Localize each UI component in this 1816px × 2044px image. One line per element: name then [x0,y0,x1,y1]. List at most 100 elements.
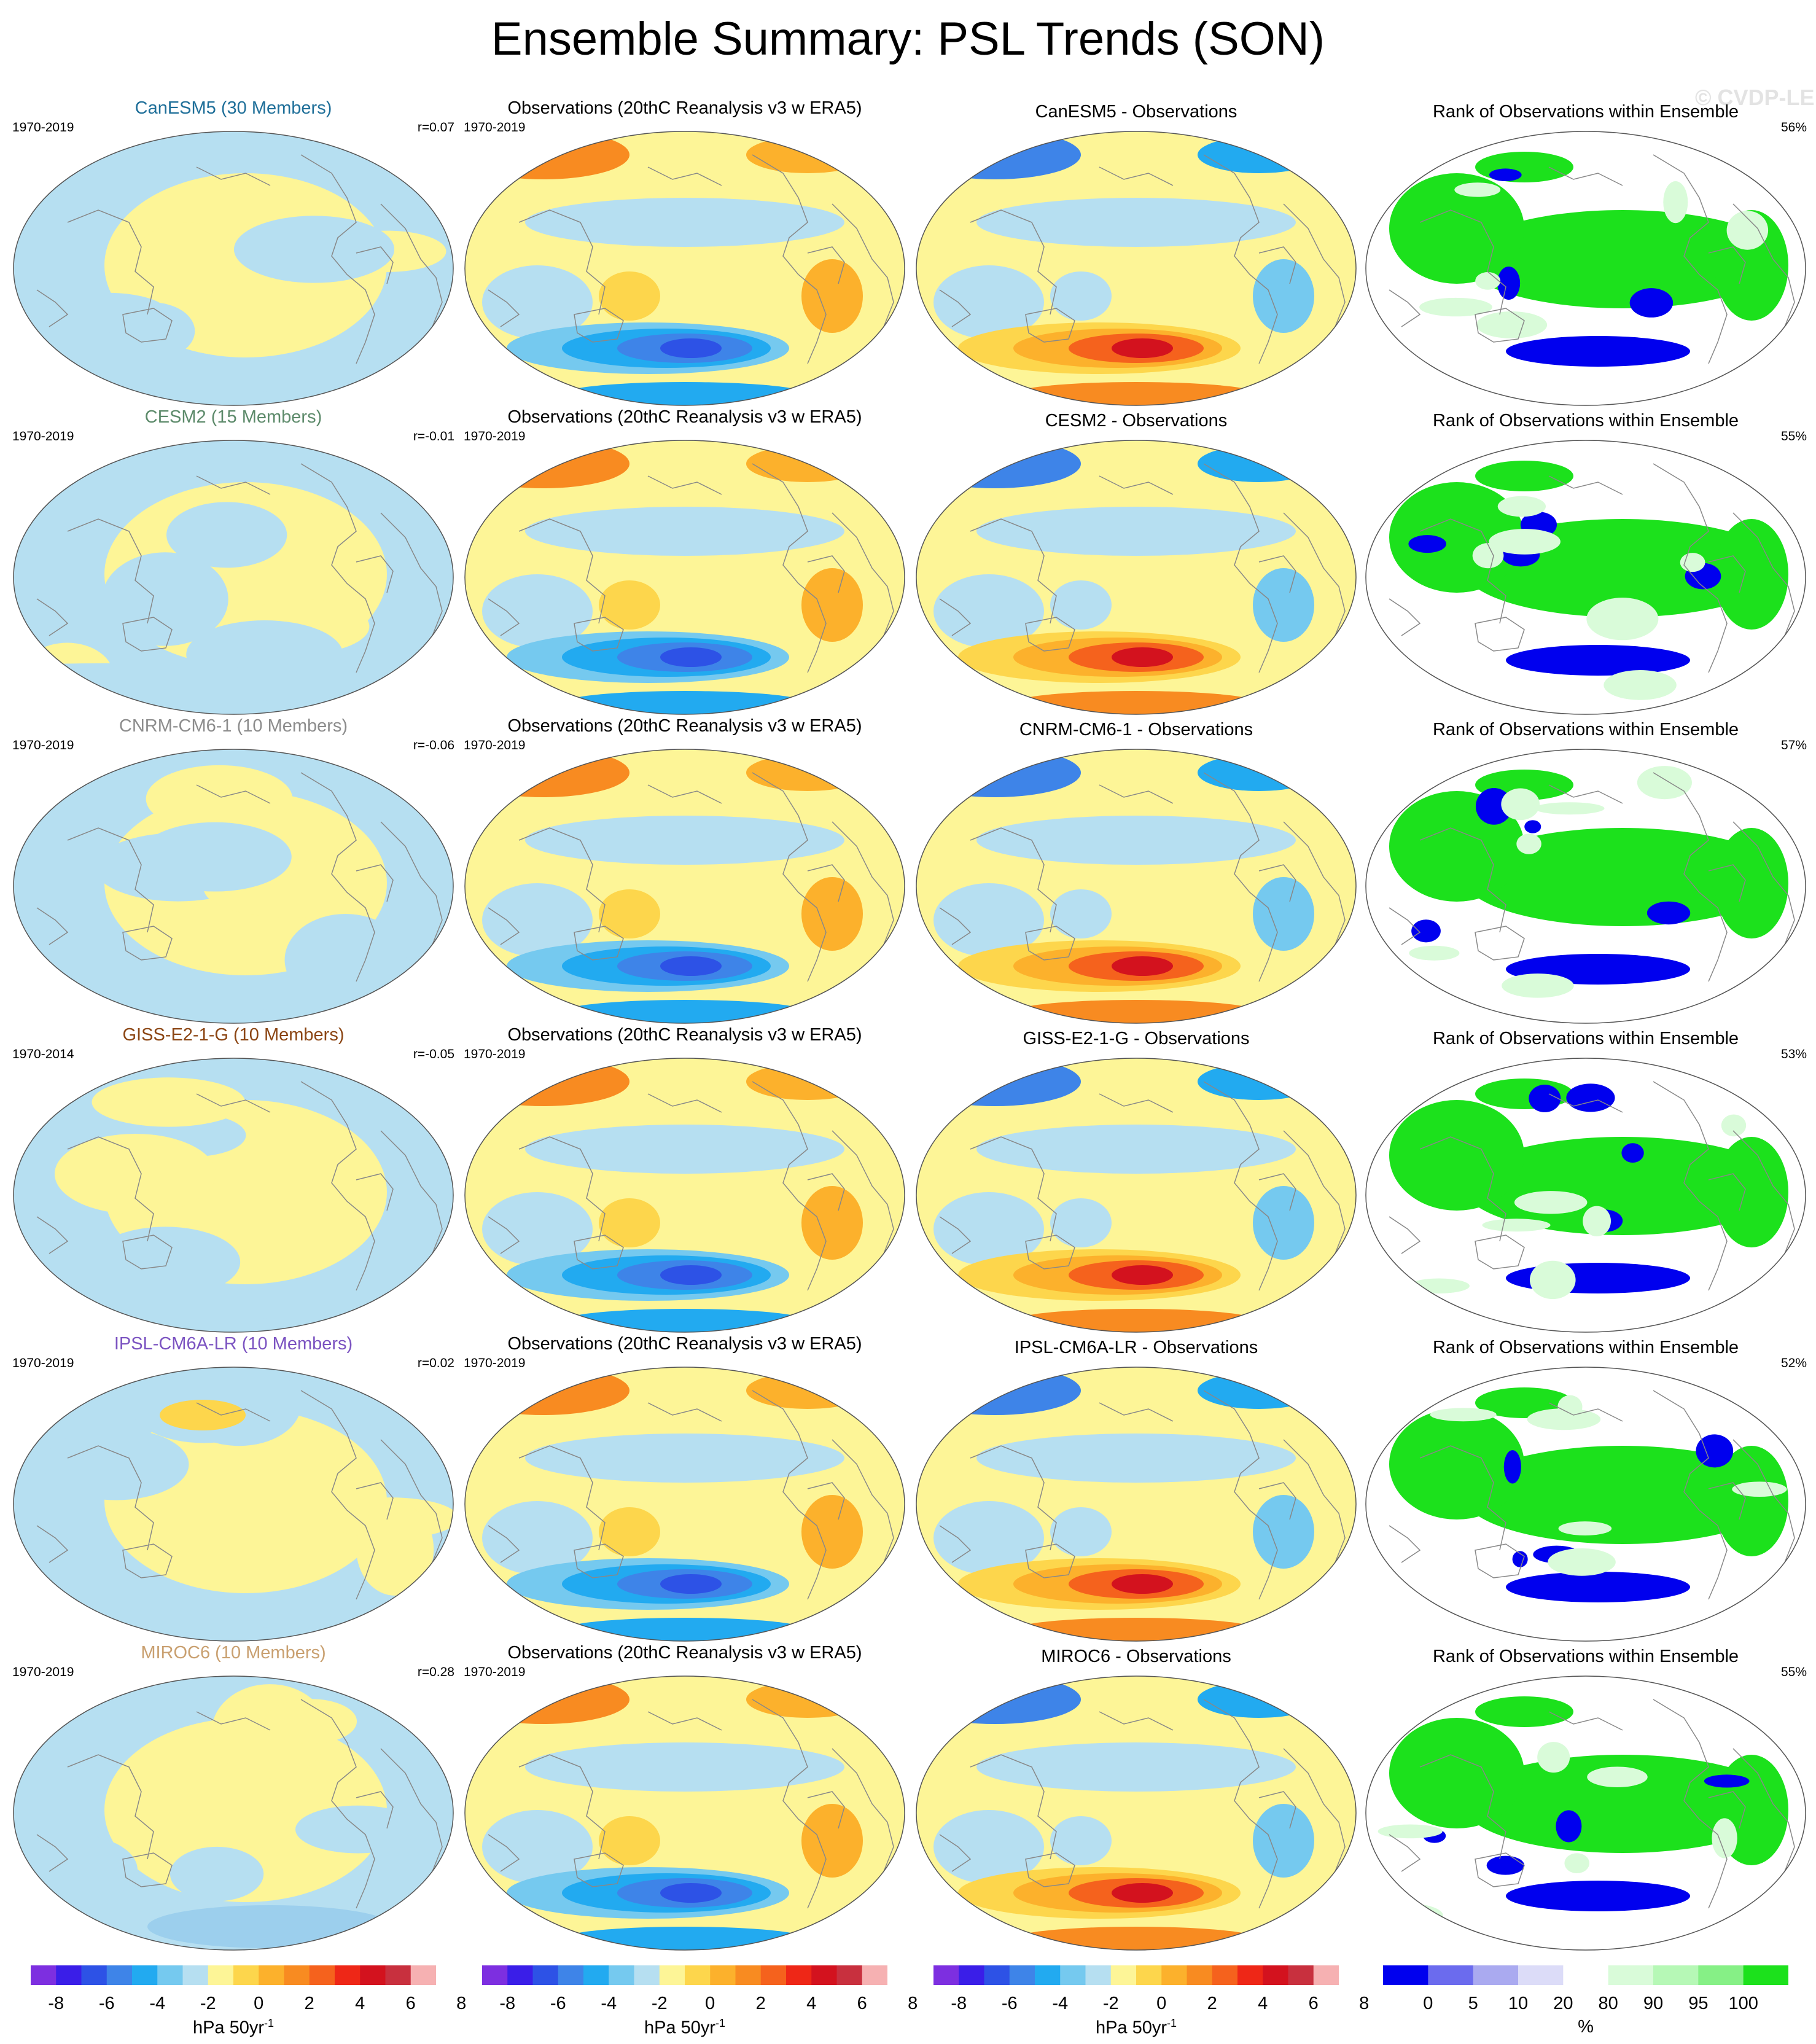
rank-map [1365,1367,1806,1642]
watermark: © CVDP-LE [1695,85,1815,110]
coastline [939,289,972,327]
coastline [380,1439,443,1569]
panel-title: GISS-E2-1-G (10 Members) [122,1025,345,1045]
panel-title: CanESM5 - Observations [1035,102,1237,122]
coastline [1203,154,1278,364]
map-border [1365,749,1806,1024]
coastline [1732,1439,1795,1569]
coastline [647,166,722,186]
rank-map [1365,749,1806,1024]
coastline [970,518,1057,624]
rank-region [1408,1278,1470,1293]
coastline [356,1173,394,1211]
coastline [518,209,606,315]
low-rank-region [1575,338,1611,354]
coastline [807,864,845,902]
trend-region [599,1816,660,1865]
low-rank-region [1503,1450,1521,1484]
panel-obs: Observations (20thC Reanalysis v3 w ERA5… [464,407,906,720]
colorbar-swatch [1608,1965,1654,1985]
trend-region [1050,1507,1112,1556]
coastline [939,1834,972,1872]
panel-model: GISS-E2-1-G (10 Members) 1970-2014 r=-0.05 [12,1025,454,1338]
low-rank-region [1489,168,1522,181]
negative-trend-region [14,354,338,397]
colorbar-tick: 2 [1207,1994,1217,2013]
map-border [1365,1367,1806,1642]
map-container [12,748,454,1028]
rank-region [1534,802,1605,815]
high-rank-region [1715,1137,1788,1247]
map-container [12,1057,454,1336]
negative-trend-region [976,1434,1296,1483]
colorbar-swatch [634,1965,660,1985]
map-container [1365,1675,1807,1954]
coastline [196,784,271,804]
arctic-trend [916,131,1081,179]
diff-map [916,1367,1357,1642]
high-rank-region [1715,828,1788,938]
colorbar-swatch [233,1965,259,1985]
negative-trend-region [525,1125,844,1174]
colorbar-tick: 10 [1508,1994,1529,2013]
trend-region [170,1846,264,1902]
coastline [1475,1235,1525,1270]
period-label: 1970-2019 [464,1665,526,1679]
atlantic-trend [801,1804,863,1878]
coastline [807,1482,845,1520]
panel-title: Observations (20thC Reanalysis v3 w ERA5… [507,716,862,736]
atlantic-trend [1253,877,1314,951]
rank-region [1587,1766,1648,1787]
coastline [380,1130,443,1260]
panel-title: CNRM-CM6-1 - Observations [1019,720,1253,739]
trend-region [54,1133,216,1214]
rank-region [1529,1260,1576,1300]
colorbar-swatch [284,1965,310,1985]
trend-region [233,216,395,283]
panel-title: Rank of Observations within Ensemble [1432,102,1739,122]
colorbar-tick: 4 [806,1994,817,2013]
trend-region [102,552,228,646]
coastline [1258,1173,1296,1211]
coastline [36,907,69,945]
colorbar-swatch [106,1965,133,1985]
colorbar-swatches [482,1965,887,1985]
southern-ocean-trend [660,956,722,976]
atlantic-trend [801,259,863,333]
rank-region [1475,271,1501,290]
panel-diff: IPSL-CM6A-LR - Observations [915,1334,1357,1647]
obs-map [464,131,905,406]
panel-model: IPSL-CM6A-LR (10 Members) 1970-2019 r=0.02 [12,1334,454,1647]
rank-map [1365,1675,1806,1951]
panel-title: MIROC6 (10 Members) [141,1643,326,1663]
high-rank-region [1715,1446,1788,1556]
colorbar-tick: 8 [1359,1994,1370,2013]
colorbar-tick: -2 [200,1994,216,2013]
colorbar-tick: -6 [550,1994,566,2013]
southern-ocean-trend [1112,647,1173,667]
panel-obs: Observations (20thC Reanalysis v3 w ERA5… [464,98,906,412]
coastline [488,598,520,636]
high-rank-region [1463,210,1782,308]
coastline [356,246,394,284]
high-rank-region [1389,173,1524,284]
map-border [13,131,454,406]
coastline [356,864,394,902]
rank-region [1537,1742,1570,1773]
coastline [1732,203,1795,334]
southern-ocean-trend [1112,338,1173,358]
coastline [518,1445,606,1551]
high-rank-region [1463,1446,1782,1544]
colorbar-tick: -6 [1001,1994,1018,2013]
coastline [1203,463,1278,673]
panel-title: IPSL-CM6A-LR (10 Members) [114,1334,353,1354]
correlation-label: r=0.28 [417,1665,454,1679]
negative-trend-region [525,1434,844,1483]
rank-region [1489,529,1561,555]
coastline [939,598,972,636]
high-rank-region [1389,1409,1524,1519]
coastline [1732,1748,1795,1878]
map-container [12,1366,454,1645]
coastline [122,308,173,343]
coastline [1025,1543,1075,1578]
